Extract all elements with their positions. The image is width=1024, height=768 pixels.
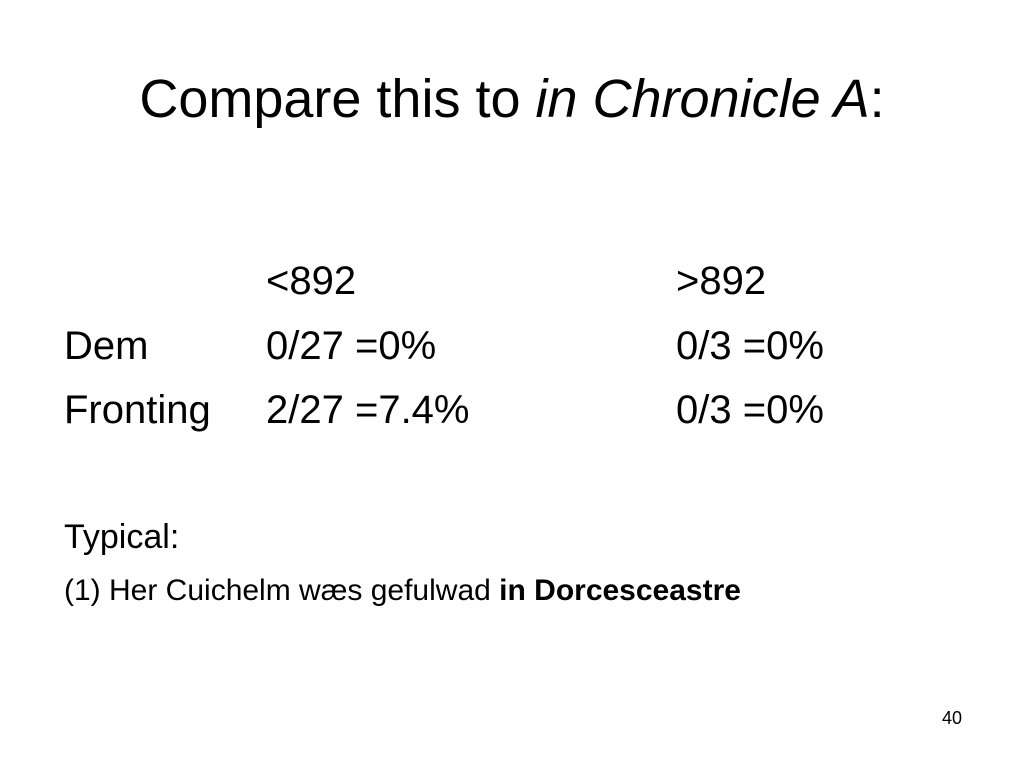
example-sentence: (1) Her Cuichelm wæs gefulwad in Dorcesc…: [64, 569, 741, 613]
example-bold-phrase: in Dorcesceastre: [499, 574, 741, 607]
fronting-after-value: 0/3 =0%: [676, 388, 824, 432]
title-suffix: :: [869, 69, 885, 129]
slide-number: 40: [941, 708, 962, 728]
column-header-before-892: <892: [266, 259, 357, 303]
dem-after-value: 0/3 =0%: [676, 324, 824, 368]
row-label-fronting: Fronting: [64, 388, 211, 432]
dem-before-value: 0/27 =0%: [266, 324, 437, 368]
column-header-after-892: >892: [676, 259, 767, 303]
row-label-dem: Dem: [64, 324, 149, 368]
example-text: (1) Her Cuichelm wæs gefulwad: [64, 574, 500, 607]
title-prefix: Compare this to: [139, 69, 536, 129]
title-italic: in Chronicle A: [535, 69, 870, 129]
slide-title: Compare this to in Chronicle A:: [0, 62, 1024, 136]
fronting-before-value: 2/27 =7.4%: [266, 388, 470, 432]
typical-label: Typical:: [64, 518, 180, 556]
